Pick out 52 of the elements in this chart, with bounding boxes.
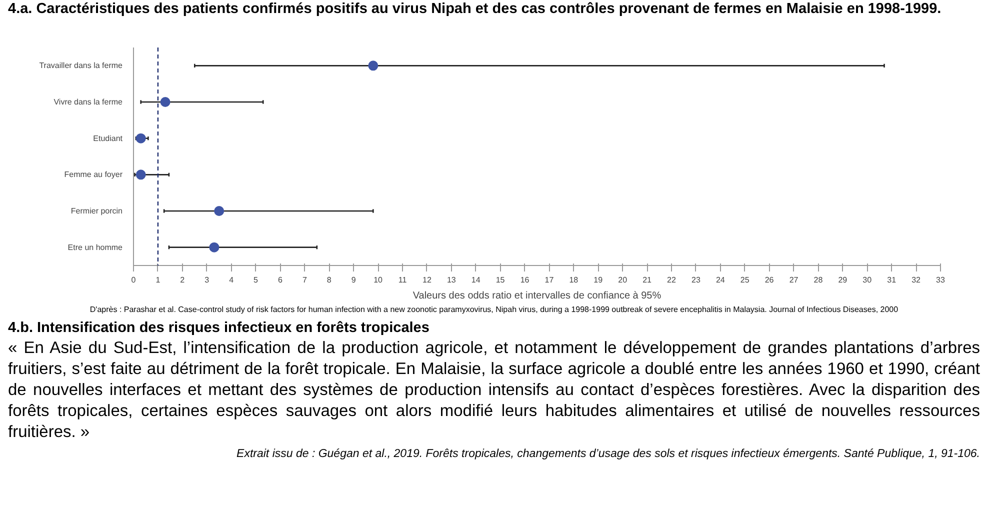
x-tick-label: 26 (764, 276, 774, 284)
x-tick-label: 33 (936, 276, 946, 284)
x-tick-label: 15 (496, 276, 506, 284)
x-tick-label: 24 (716, 276, 726, 284)
x-tick-label: 8 (326, 276, 332, 284)
x-tick-label: 27 (789, 276, 799, 284)
x-tick-label: 19 (594, 276, 604, 284)
x-tick-label: 21 (642, 276, 652, 284)
x-tick-label: 17 (544, 276, 554, 284)
y-tick-label: Fermier porcin (70, 206, 123, 216)
text: D'après : Parashar et al. Case-control study of risk factors for human infection with a new zoonotic paramyxovirus, Nipah virus, during a 1998-1999 outbreak of severe encephalitis in Malaysia. Journal of Infectious Diseases, 2000 (90, 304, 898, 316)
x-tick-label: 12 (422, 276, 432, 284)
point (160, 97, 170, 107)
x-tick-label: 3 (204, 276, 210, 284)
point (214, 206, 224, 216)
x-tick-label: 22 (667, 276, 676, 284)
text: « En Asie du Sud-Est, l’intensification de la production agricole, et notamment le développement de grandes plantations d’arbres fruitiers, s’est faite au détriment de la forêt tropicale. En Malaisie, la surface agricole a doublé entre les années 1960 et 1990, créant de nouvelles interfaces et mettant des systèmes de production intensifs au contact d’espèces forestières. Avec la disparition des forêts tropicales, certaines espèces sauvages ont alors modifié leurs habitudes alimentaires et utilisé de nouvelles ressources fruitières. » (8, 338, 980, 443)
x-tick-label: 4 (229, 276, 234, 284)
x-tick-label: 30 (862, 276, 872, 284)
x-tick-label: 20 (618, 276, 628, 284)
text: 4.b. Intensification des risques infectieux en forêts tropicales (8, 319, 430, 338)
x-axis-title: Valeurs des odds ratio et intervalles de confiance à 95% (412, 290, 662, 302)
y-tick-label: Femme au foyer (64, 170, 123, 180)
x-tick-label: 5 (254, 276, 259, 284)
x-tick-label: 0 (131, 276, 136, 284)
x-tick-label: 1 (156, 276, 161, 284)
chart-title: 4.a. Caractéristiques des patients confirmés positifs au virus Nipah et des cas contrôles provenant de fermes en Malaisie en 1998-1999. (8, 0, 942, 19)
x-tick-label: 7 (302, 276, 308, 284)
y-tick-label: Etre un homme (68, 242, 124, 252)
x-tick-label: 11 (398, 276, 408, 284)
x-tick-label: 10 (374, 276, 384, 284)
x-tick-label: 6 (278, 276, 284, 284)
x-tick-label: 25 (740, 276, 750, 284)
x-tick-label: 14 (471, 276, 481, 284)
x-tick-label: 2 (180, 276, 186, 284)
text: Extrait issu de : Guégan et al., 2019. Forêts tropicales, changements d’usage des sols et risques infectieux émergents. Santé Publique, 1, 91-106. (236, 447, 980, 462)
x-tick-label: 29 (838, 276, 848, 284)
x-tick-label: 32 (912, 276, 922, 284)
point (136, 133, 146, 144)
x-tick-label: 16 (520, 276, 530, 284)
x-tick-label: 31 (887, 276, 897, 284)
point (368, 60, 378, 71)
point (136, 170, 146, 180)
x-tick-label: 28 (814, 276, 824, 284)
y-tick-label: Etudiant (93, 134, 124, 143)
x-tick-label: 9 (351, 276, 356, 284)
y-tick-label: Travailler dans la ferme (39, 61, 124, 70)
point (209, 242, 220, 252)
x-tick-label: 18 (569, 276, 579, 284)
x-tick-label: 13 (446, 276, 456, 284)
x-tick-label: 23 (692, 276, 701, 284)
y-tick-label: Vivre dans la ferme (54, 98, 124, 106)
